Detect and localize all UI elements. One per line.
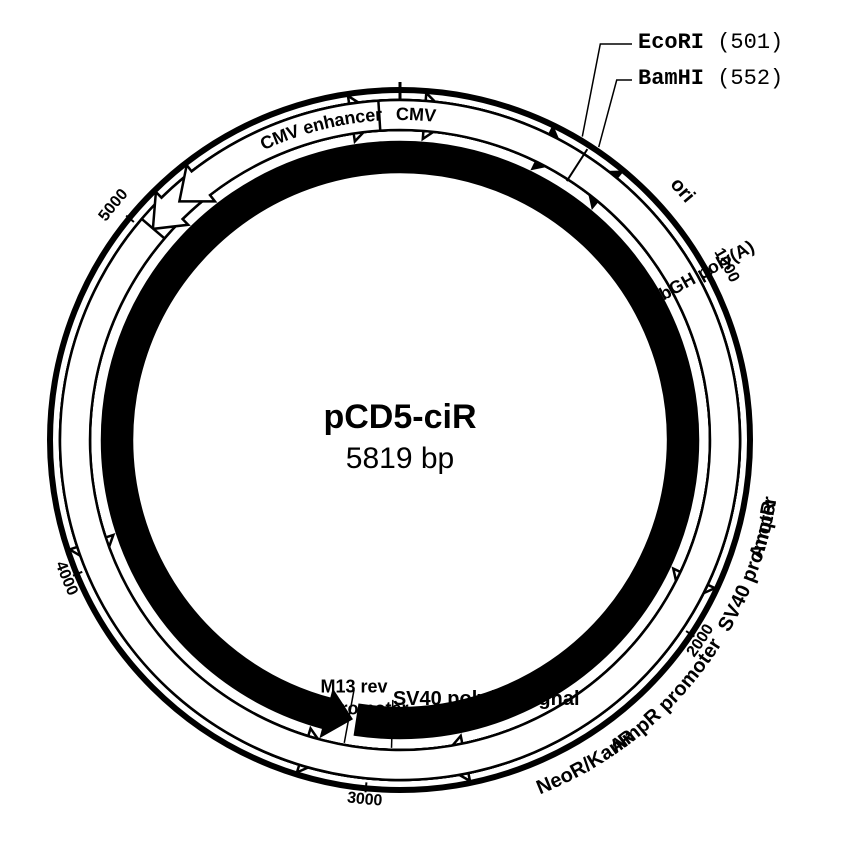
label-ampr: AmpR [746, 499, 782, 562]
tick-label-3000: 3000 [346, 789, 383, 809]
label-sv40-polya: SV40 poly(A) signal [393, 688, 580, 710]
plasmid-size: 5819 bp [346, 442, 454, 475]
label-lac-promoter: lac promoter [300, 699, 409, 719]
site-pos: (552) [704, 66, 783, 91]
leader-ecori [582, 44, 632, 137]
site-bamhi: BamHI (552) [638, 66, 783, 91]
tick-3000 [365, 782, 366, 792]
label-m13-rev: M13 rev [321, 677, 388, 697]
site-ecori: EcoRI (501) [638, 30, 783, 55]
label-ori: ori [666, 174, 699, 208]
site-enzyme: EcoRI [638, 30, 704, 55]
site-pos: (501) [704, 30, 783, 55]
site-enzyme: BamHI [638, 66, 704, 91]
label-cmv-promoter: CMV [396, 104, 437, 126]
plasmid-map: 10002000300040005000CMV enhancerCMVForwa… [0, 0, 841, 843]
plasmid-name: pCD5-ciR [323, 398, 476, 436]
leader-bamhi [599, 80, 632, 147]
